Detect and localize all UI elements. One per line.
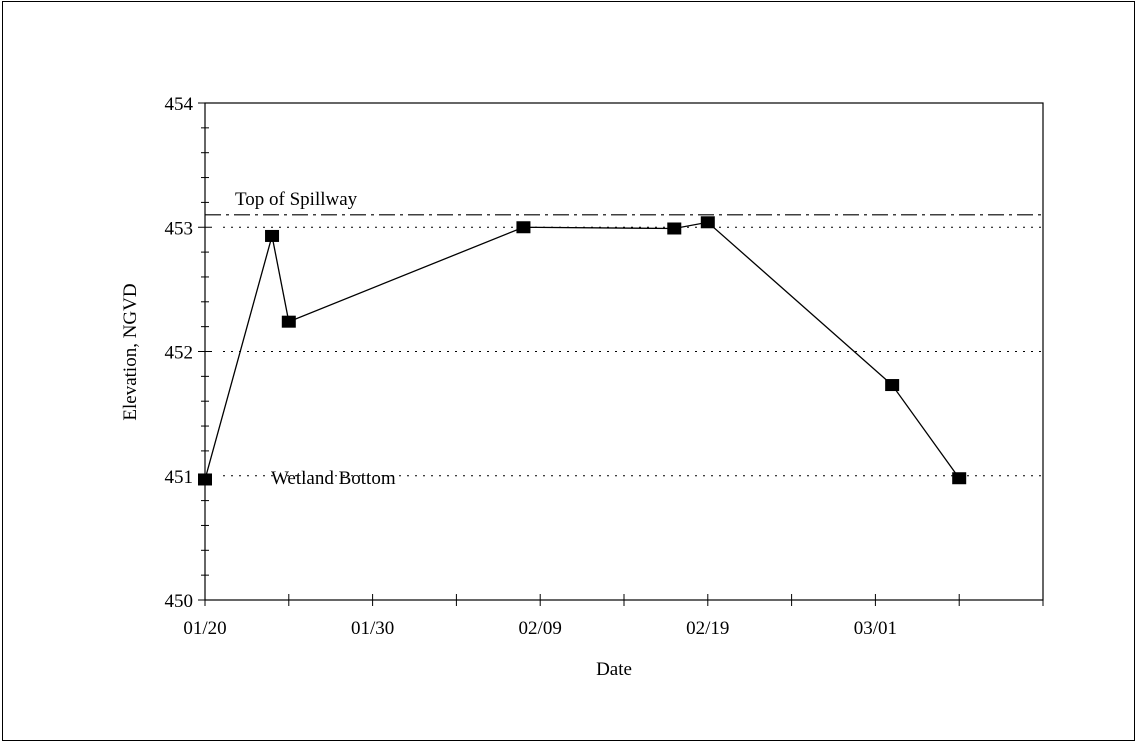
data-point-marker: [885, 379, 900, 392]
x-tick-label: 02/09: [519, 618, 562, 639]
x-tick-label: 01/20: [183, 618, 226, 639]
data-point-marker: [952, 472, 967, 485]
data-point-marker: [265, 229, 280, 242]
x-axis-ticks: 01/20 01/30 02/09 02/19 03/01: [183, 594, 1044, 639]
series-layer: [198, 216, 967, 486]
reference-line-label: Wetland Bottom: [271, 468, 396, 489]
x-axis-label: Date: [596, 659, 632, 680]
data-point-marker: [198, 473, 212, 486]
reference-line-labels: Top of Spillway Wetland Bottom: [235, 189, 396, 489]
reference-line-label: Top of Spillway: [235, 189, 358, 210]
y-tick-label: 450: [165, 591, 194, 612]
series-line: [204, 221, 960, 480]
y-axis-ticks: 450 451 452 453 454: [165, 94, 212, 612]
y-axis-label: Elevation, NGVD: [120, 283, 141, 420]
data-point-marker: [281, 315, 296, 328]
y-tick-label: 451: [165, 467, 194, 488]
data-point-marker: [516, 221, 531, 234]
x-tick-label: 03/01: [854, 618, 897, 639]
data-point-marker: [700, 216, 715, 229]
data-point-marker: [667, 222, 682, 235]
y-tick-label: 453: [165, 218, 194, 239]
y-tick-label: 454: [165, 94, 194, 115]
reference-lines: [205, 214, 1043, 477]
x-tick-label: 02/19: [686, 618, 729, 639]
y-tick-label: 452: [165, 343, 194, 364]
x-tick-label: 01/30: [351, 618, 394, 639]
